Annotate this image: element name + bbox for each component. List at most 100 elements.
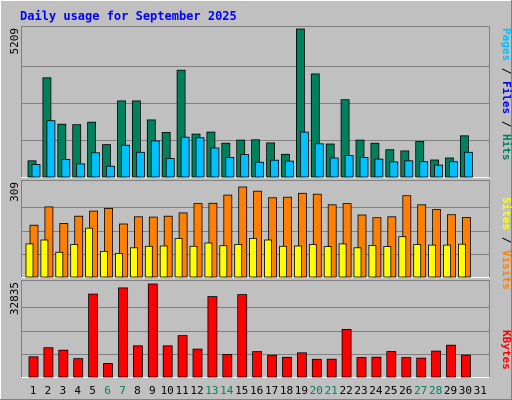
sites_visits-sites-bar-day-19 — [293, 245, 302, 278]
panel-sites-visits: 309 Sites / Visits — [8, 180, 512, 290]
x-tick-label-day-21: 21 — [325, 384, 338, 397]
panel-hits-files-bars — [27, 28, 473, 178]
x-tick-label-day-25: 25 — [384, 384, 397, 397]
x-tick-label-day-28: 28 — [429, 384, 442, 397]
hits_files-files-bar-day-23 — [359, 156, 369, 178]
hits_files-files-bar-day-22 — [344, 154, 354, 178]
sites_visits-visits-bar-day-15 — [238, 186, 248, 278]
sites_visits-sites-bar-day-20 — [308, 244, 317, 278]
sites_visits-visits-bar-day-7 — [119, 223, 128, 278]
x-tick-label-day-1: 1 — [30, 384, 37, 397]
sites_visits-visits-bar-day-27 — [417, 204, 427, 278]
kbytes-ymax-label: 32835 — [8, 282, 21, 315]
sites_visits-sites-bar-day-7 — [115, 253, 123, 278]
sites_visits-sites-bar-day-16 — [249, 238, 258, 278]
sites_visits-visits-bar-day-3 — [59, 222, 69, 278]
sites_visits-sites-bar-day-14 — [219, 245, 228, 278]
sites_visits-sites-bar-day-23 — [353, 247, 362, 278]
x-tick-label-day-5: 5 — [89, 384, 96, 397]
x-tick-label-day-9: 9 — [149, 384, 156, 397]
x-axis-day-labels: 1 2 3 4 5 6 7 8 9 10 11 12 13 14 15 16 17 18 19 20 21 22 23 24 2… — [30, 384, 487, 397]
x-tick-label-day-24: 24 — [369, 384, 383, 397]
x-tick-label-day-3: 3 — [59, 384, 66, 397]
x-tick-label-day-11: 11 — [175, 384, 188, 397]
x-tick-label-day-30: 30 — [459, 384, 472, 397]
hits_files-files-bar-day-27 — [419, 161, 429, 178]
hits-files-ymax-label: 5209 — [8, 28, 21, 55]
x-tick-label-day-29: 29 — [444, 384, 457, 397]
x-tick-label-day-19: 19 — [295, 384, 308, 397]
sites_visits-sites-bar-day-15 — [234, 244, 243, 278]
sites_visits-sites-bar-day-3 — [55, 251, 64, 278]
sites_visits-visits-bar-day-12 — [193, 203, 203, 278]
hits_files-files-bar-day-7 — [121, 144, 130, 178]
x-tick-label-day-20: 20 — [310, 384, 323, 397]
legend-hits: Hits — [500, 134, 512, 161]
sites_visits-sites-bar-day-13 — [204, 242, 213, 278]
x-tick-label-day-23: 23 — [354, 384, 367, 397]
kbytes-kbytes-bar-day-22 — [341, 328, 352, 378]
legend-sep-2: / — [500, 114, 512, 134]
kbytes-kbytes-bar-day-18 — [282, 356, 292, 378]
kbytes-kbytes-bar-day-23 — [356, 357, 367, 378]
sites_visits-sites-bar-day-22 — [338, 243, 347, 278]
hits-files-legend: Pages / Files / Hits — [500, 28, 512, 161]
hits_files-files-bar-day-12 — [195, 137, 205, 178]
sites_visits-sites-bar-day-18 — [279, 245, 287, 278]
x-tick-label-day-31: 31 — [474, 384, 487, 397]
kbytes-kbytes-bar-day-14 — [222, 353, 233, 378]
sites_visits-sites-bar-day-12 — [189, 245, 198, 278]
kbytes-kbytes-bar-day-7 — [118, 287, 128, 378]
hits_files-files-bar-day-20 — [314, 143, 324, 178]
kbytes-kbytes-bar-day-11 — [177, 335, 188, 378]
x-tick-label-day-16: 16 — [250, 384, 263, 397]
sites_visits-visits-bar-day-8 — [133, 216, 143, 278]
kbytes-kbytes-bar-day-17 — [267, 354, 278, 378]
sites_visits-visits-bar-day-17 — [268, 197, 278, 278]
sites_visits-sites-bar-day-21 — [323, 246, 332, 278]
kbytes-kbytes-bar-day-27 — [416, 357, 427, 378]
sites_visits-visits-bar-day-22 — [342, 203, 352, 278]
kbytes-kbytes-bar-day-6 — [103, 362, 113, 378]
sites_visits-visits-bar-day-14 — [223, 194, 233, 278]
x-tick-label-day-14: 14 — [220, 384, 234, 397]
sites_visits-sites-bar-day-6 — [100, 250, 108, 278]
legend-sites: Visits — [500, 250, 512, 290]
kbytes-kbytes-bar-day-20 — [311, 358, 322, 378]
kbytes-kbytes-bar-day-16 — [252, 351, 263, 378]
kbytes-kbytes-bar-day-25 — [386, 351, 397, 378]
hits_files-files-bar-day-4 — [76, 163, 86, 178]
hits_files-files-bar-day-28 — [434, 164, 444, 178]
sites_visits-sites-bar-day-4 — [70, 244, 79, 278]
x-tick-label-day-4: 4 — [74, 384, 81, 397]
x-tick-label-day-18: 18 — [280, 384, 293, 397]
x-tick-label-day-15: 15 — [235, 384, 248, 397]
legend-sep-1: / — [500, 61, 512, 81]
kbytes-kbytes-bar-day-29 — [446, 344, 456, 378]
hits_files-files-bar-day-17 — [270, 159, 280, 178]
x-tick-label-day-17: 17 — [265, 384, 278, 397]
kbytes-kbytes-bar-day-8 — [132, 345, 143, 378]
sites_visits-visits-bar-day-18 — [283, 196, 292, 278]
x-tick-label-day-26: 26 — [399, 384, 412, 397]
kbytes-kbytes-bar-day-30 — [460, 354, 471, 378]
x-tick-label-day-12: 12 — [190, 384, 203, 397]
hits_files-files-bar-day-5 — [91, 152, 100, 178]
hits_files-files-bar-day-8 — [135, 151, 145, 178]
kbytes-kbytes-bar-day-10 — [162, 345, 173, 378]
sites_visits-sites-bar-day-24 — [368, 244, 377, 278]
kbytes-kbytes-bar-day-15 — [237, 294, 248, 378]
x-tick-label-day-27: 27 — [414, 384, 427, 397]
chart-title: Daily usage for September 2025 — [20, 9, 237, 23]
sites_visits-visits-bar-day-6 — [104, 207, 113, 278]
panel-sites-visits-bars — [25, 186, 471, 278]
sites_visits-sites-bar-day-9 — [144, 245, 153, 278]
kbytes-kbytes-bar-day-12 — [192, 348, 203, 378]
hits_files-files-bar-day-30 — [463, 151, 473, 178]
sites_visits-visits-bar-day-19 — [297, 192, 307, 278]
sites_visits-visits-bar-day-23 — [357, 214, 367, 278]
hits_files-files-bar-day-21 — [329, 157, 339, 178]
kbytes-kbytes-bar-day-13 — [207, 296, 218, 378]
hits_files-files-bar-day-16 — [255, 161, 265, 178]
